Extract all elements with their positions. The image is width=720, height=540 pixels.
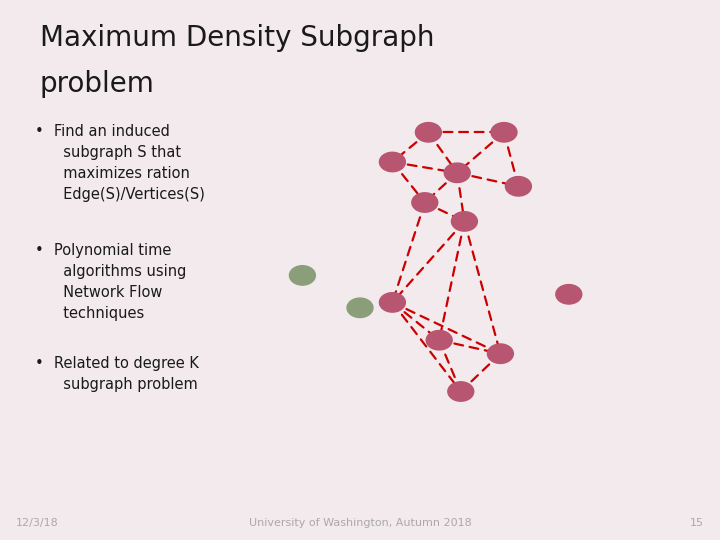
Circle shape [448, 382, 474, 401]
Text: •: • [35, 124, 43, 139]
Circle shape [415, 123, 441, 142]
Text: 12/3/18: 12/3/18 [16, 518, 58, 528]
Circle shape [556, 285, 582, 304]
Circle shape [426, 330, 452, 350]
Circle shape [412, 193, 438, 212]
Text: Polynomial time
  algorithms using
  Network Flow
  techniques: Polynomial time algorithms using Network… [54, 243, 186, 321]
Circle shape [487, 344, 513, 363]
Text: Maximum Density Subgraph: Maximum Density Subgraph [40, 24, 434, 52]
Text: Related to degree K
  subgraph problem: Related to degree K subgraph problem [54, 356, 199, 393]
Text: problem: problem [40, 70, 155, 98]
Circle shape [491, 123, 517, 142]
Circle shape [505, 177, 531, 196]
Text: Find an induced
  subgraph S that
  maximizes ration
  Edge(S)/Vertices(S): Find an induced subgraph S that maximize… [54, 124, 205, 202]
Text: •: • [35, 356, 43, 372]
Circle shape [444, 163, 470, 183]
Circle shape [347, 298, 373, 318]
Text: •: • [35, 243, 43, 258]
Text: University of Washington, Autumn 2018: University of Washington, Autumn 2018 [248, 518, 472, 528]
Circle shape [451, 212, 477, 231]
Text: 15: 15 [690, 518, 704, 528]
Circle shape [379, 152, 405, 172]
Circle shape [289, 266, 315, 285]
Circle shape [379, 293, 405, 312]
